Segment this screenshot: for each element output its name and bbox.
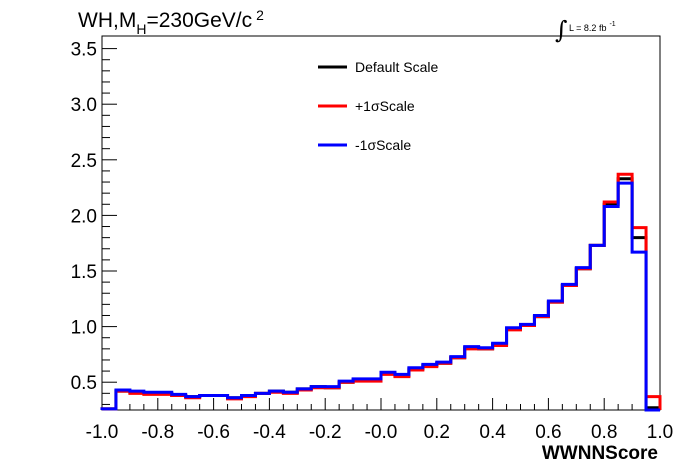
y-tick-label: 2.0: [71, 206, 97, 227]
y-tick-label: 1.0: [71, 318, 97, 339]
x-tick-label: 0.6: [535, 422, 561, 443]
x-axis-label: WWNNScore: [542, 443, 658, 464]
y-tick-label: 0.5: [71, 373, 97, 394]
x-tick-label: -1.0: [86, 422, 119, 443]
x-tick-label: 0.8: [591, 422, 617, 443]
y-tick-label: 2.5: [71, 151, 97, 172]
x-tick-label: -0.0: [365, 422, 398, 443]
legend-label: -1σScale: [355, 137, 411, 153]
chart-title: WH,MH=230GeV/c 2: [78, 7, 264, 37]
x-tick-label: -0.4: [253, 422, 286, 443]
y-tick-label: 1.5: [71, 262, 97, 283]
luminosity-exponent: -1: [609, 21, 615, 28]
legend-label: Default Scale: [355, 59, 438, 75]
legend: Default Scale +1σScale -1σScale: [318, 59, 438, 153]
series-line-2: [100, 181, 660, 412]
luminosity-text: L = 8.2 fb: [569, 23, 606, 33]
y-tick-label: 3.0: [71, 95, 97, 116]
luminosity-annotation: ∫ L = 8.2 fb -1: [555, 16, 616, 44]
svg-text:L = 8.2 fb-1: L = 8.2 fb -1: [569, 21, 616, 33]
legend-label: +1σScale: [355, 98, 415, 114]
integral-symbol: ∫: [555, 16, 568, 44]
x-tick-label: -0.6: [197, 422, 230, 443]
x-tick-label: 0.2: [424, 422, 450, 443]
axes: -1.0 -0.8 -0.6 -0.4 -0.2 -0.0 0.2 0.4 0.6 0.8 1.0 0…: [71, 40, 674, 443]
x-tick-label: -0.8: [141, 422, 174, 443]
x-tick-label: -0.2: [309, 422, 342, 443]
series-group: [100, 172, 662, 412]
y-tick-label: 3.5: [71, 40, 97, 61]
x-tick-label: 1.0: [647, 422, 673, 443]
x-tick-label: 0.4: [479, 422, 506, 443]
plot-frame: [101, 35, 661, 411]
